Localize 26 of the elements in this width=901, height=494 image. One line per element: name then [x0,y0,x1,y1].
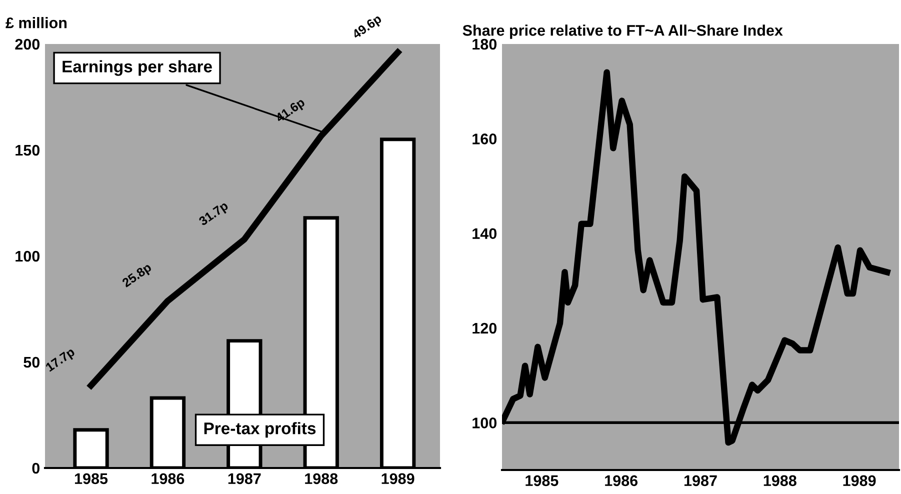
y-tick-label: 50 [24,356,40,368]
x-tick-label: 1988 [305,473,338,484]
y-tick-label: 120 [472,322,497,334]
y-tick-label: 160 [472,134,497,144]
x-tick-label: 1986 [605,475,638,486]
data-label: 41.6p [274,97,307,125]
x-tick-label: 1985 [526,475,558,486]
y-tick-label: 200 [15,38,40,50]
x-tick-label: 1987 [228,473,261,484]
y-tick-label: 180 [472,38,497,50]
y-tick-label: 150 [16,144,40,156]
x-tick-label: 1989 [382,473,414,484]
x-tick-label: 1987 [684,475,717,486]
chart-title: Share price relative to FT~A All~Share Index [462,24,783,39]
y-axis-title: £ million [6,17,67,28]
series-label: Pre-tax profits [204,422,316,438]
y-tick-label: 100 [16,250,40,262]
y-tick-label: 140 [472,228,497,240]
x-tick-label: 1989 [843,475,876,486]
data-label: 49.6p [351,14,384,42]
y-tick-label: 0 [32,462,40,474]
y-tick-label: 100 [472,418,497,428]
x-tick-label: 1985 [74,473,108,484]
x-tick-label: 1988 [764,475,796,486]
text: Earnings per share [62,60,212,76]
x-tick-label: 1986 [152,473,184,484]
